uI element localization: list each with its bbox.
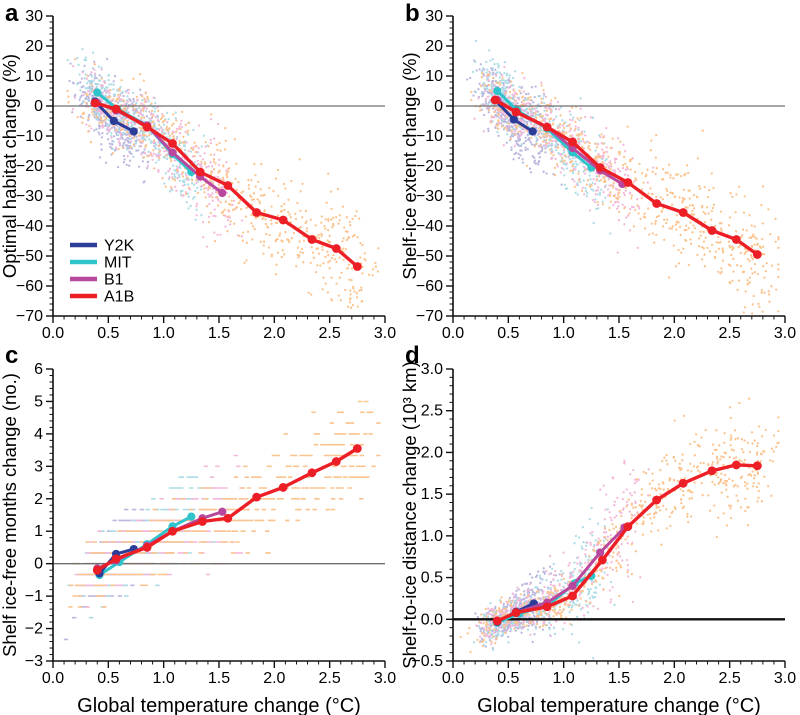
svg-text:2.5: 2.5 (319, 670, 341, 687)
svg-text:Shelf-ice extent change (%): Shelf-ice extent change (%) (400, 52, 420, 279)
svg-text:−30: −30 (16, 188, 43, 205)
svg-text:−40: −40 (16, 218, 43, 235)
svg-text:A1B: A1B (104, 289, 134, 306)
svg-text:0: 0 (34, 98, 43, 115)
svg-text:1: 1 (34, 523, 43, 540)
svg-text:0.5: 0.5 (497, 325, 519, 340)
svg-text:1.0: 1.0 (553, 670, 575, 687)
svg-text:0.0: 0.0 (421, 611, 443, 628)
svg-text:3: 3 (34, 458, 43, 475)
svg-text:0.0: 0.0 (42, 670, 64, 687)
svg-text:−0.5: −0.5 (411, 653, 443, 670)
chart-panel-c: 0.0 0.5 1.0 1.5 2.0 2.5 3.0 6 5 4 3 2 1 0 −1 −2 −3 Shelf … (0, 361, 396, 715)
svg-text:−70: −70 (416, 308, 443, 325)
svg-text:−50: −50 (16, 248, 43, 265)
svg-text:20: 20 (25, 38, 43, 55)
svg-text:2.5: 2.5 (421, 403, 443, 420)
svg-text:2.5: 2.5 (719, 670, 741, 687)
svg-text:Shelf ice-free months change (: Shelf ice-free months change (no.) (0, 373, 20, 657)
svg-text:3.0: 3.0 (374, 670, 396, 687)
panel-label-c: c (5, 342, 19, 369)
svg-text:10: 10 (425, 68, 443, 85)
svg-text:MIT: MIT (104, 255, 132, 272)
svg-text:0.5: 0.5 (97, 325, 119, 340)
svg-text:B1: B1 (104, 272, 124, 289)
panel-label-a: a (5, 0, 19, 27)
svg-text:2.5: 2.5 (719, 325, 741, 340)
svg-text:10: 10 (25, 68, 43, 85)
svg-text:Global temperature change (°C): Global temperature change (°C) (77, 695, 361, 715)
chart-panel-a: 0.0 0.5 1.0 1.5 2.0 2.5 3.0 30 20 10 0 −10 −20 −30 −40… (0, 8, 396, 340)
svg-text:3.0: 3.0 (774, 325, 796, 340)
svg-text:Global temperature change (°C): Global temperature change (°C) (477, 695, 761, 715)
svg-text:1.5: 1.5 (421, 486, 443, 503)
svg-text:1.0: 1.0 (153, 670, 175, 687)
svg-text:Shelf-to-ice distance change (: Shelf-to-ice distance change (10³ km) (400, 361, 420, 668)
svg-text:1.0: 1.0 (553, 325, 575, 340)
svg-text:−30: −30 (416, 188, 443, 205)
svg-text:0: 0 (34, 556, 43, 573)
svg-text:−20: −20 (16, 158, 43, 175)
svg-text:1.0: 1.0 (153, 325, 175, 340)
svg-text:−2: −2 (25, 621, 43, 638)
chart-panel-d: 0.0 0.5 1.0 1.5 2.0 2.5 3.0 3.0 2.5 2.0 1.5 1.0 0.5 0… (400, 361, 796, 715)
svg-text:−20: −20 (416, 158, 443, 175)
svg-text:2.0: 2.0 (263, 325, 285, 340)
svg-text:−10: −10 (416, 128, 443, 145)
svg-text:4: 4 (34, 426, 43, 443)
svg-text:3.0: 3.0 (421, 361, 443, 378)
svg-text:−10: −10 (16, 128, 43, 145)
svg-text:−70: −70 (16, 308, 43, 325)
svg-text:0.0: 0.0 (42, 325, 64, 340)
svg-text:0.5: 0.5 (97, 670, 119, 687)
svg-text:1.5: 1.5 (208, 670, 230, 687)
svg-text:0.5: 0.5 (421, 570, 443, 587)
svg-text:−3: −3 (25, 653, 43, 670)
svg-text:3.0: 3.0 (774, 670, 796, 687)
svg-text:5: 5 (34, 393, 43, 410)
svg-text:6: 6 (34, 361, 43, 378)
svg-text:2.0: 2.0 (663, 325, 685, 340)
panel-label-b: b (405, 0, 420, 27)
svg-text:−50: −50 (416, 248, 443, 265)
svg-text:2.0: 2.0 (663, 670, 685, 687)
svg-text:0.0: 0.0 (442, 670, 464, 687)
svg-text:3.0: 3.0 (374, 325, 396, 340)
svg-text:0.5: 0.5 (497, 670, 519, 687)
svg-text:30: 30 (425, 8, 443, 25)
svg-text:2.0: 2.0 (263, 670, 285, 687)
svg-text:1.0: 1.0 (421, 528, 443, 545)
svg-text:−40: −40 (416, 218, 443, 235)
svg-text:2: 2 (34, 491, 43, 508)
panel-label-d: d (405, 342, 420, 369)
svg-text:2.5: 2.5 (319, 325, 341, 340)
svg-text:0: 0 (434, 98, 443, 115)
svg-text:−1: −1 (25, 588, 43, 605)
svg-text:30: 30 (25, 8, 43, 25)
svg-text:1.5: 1.5 (608, 670, 630, 687)
svg-text:2.0: 2.0 (421, 444, 443, 461)
svg-text:−60: −60 (16, 278, 43, 295)
svg-text:0.0: 0.0 (442, 325, 464, 340)
svg-text:Optimal habitat change (%): Optimal habitat change (%) (0, 54, 20, 278)
svg-text:1.5: 1.5 (208, 325, 230, 340)
svg-text:1.5: 1.5 (608, 325, 630, 340)
svg-text:Y2K: Y2K (104, 238, 135, 255)
svg-text:20: 20 (425, 38, 443, 55)
chart-panel-b: 0.0 0.5 1.0 1.5 2.0 2.5 3.0 30 20 10 0 −10 −20 −30 −40… (400, 8, 796, 340)
svg-text:−60: −60 (416, 278, 443, 295)
